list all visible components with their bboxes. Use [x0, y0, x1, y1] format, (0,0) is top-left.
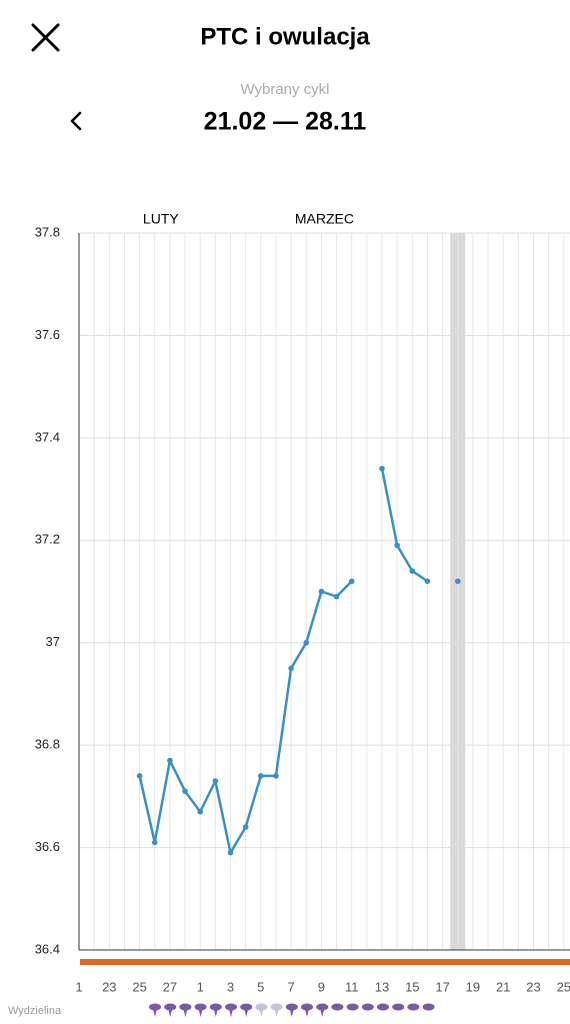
data-point	[303, 639, 310, 646]
back-button[interactable]	[70, 111, 82, 131]
page-title: PTC i owulacja	[200, 23, 370, 50]
y-tick-label: 37.8	[35, 224, 60, 239]
data-point	[424, 578, 431, 585]
discharge-icon	[183, 1009, 188, 1017]
discharge-icon	[244, 1009, 249, 1017]
discharge-icon	[255, 1003, 268, 1011]
close-button[interactable]	[31, 23, 60, 52]
discharge-icon	[407, 1003, 420, 1011]
x-tick-label: 17	[435, 979, 449, 994]
y-tick-label: 37.2	[35, 532, 60, 547]
y-tick-label: 37	[46, 634, 60, 649]
data-point	[288, 665, 294, 672]
data-point	[151, 839, 158, 846]
discharge-icon	[361, 1003, 374, 1011]
discharge-icon	[164, 1003, 177, 1011]
data-point	[273, 773, 279, 779]
x-tick-label: 11	[345, 979, 359, 994]
data-point	[242, 824, 249, 830]
discharge-icon	[392, 1003, 405, 1011]
data-point	[454, 578, 461, 585]
discharge-icon	[229, 1009, 233, 1017]
discharge-icon	[274, 1009, 279, 1017]
data-point	[212, 778, 219, 784]
data-point	[394, 542, 400, 549]
month-label: MARZEC	[295, 211, 354, 227]
cycle-range: 21.02 — 28.11	[204, 108, 367, 136]
discharge-icon	[422, 1003, 435, 1011]
discharge-icon	[305, 1009, 309, 1017]
discharge-icon	[149, 1003, 161, 1011]
data-point	[258, 773, 264, 779]
close-icon	[31, 23, 60, 52]
data-point	[136, 773, 143, 779]
x-tick-label: 5	[257, 979, 264, 994]
x-tick-label: 23	[526, 979, 540, 994]
x-tick-label: 3	[227, 979, 234, 994]
discharge-icon	[240, 1003, 253, 1011]
data-point	[379, 465, 385, 472]
data-point	[333, 593, 340, 600]
x-tick-label: 15	[405, 979, 419, 994]
x-tick-label: 25	[557, 979, 570, 994]
y-tick-label: 37.4	[35, 429, 60, 444]
data-point	[167, 757, 173, 764]
cycle-bar	[80, 959, 570, 965]
x-tick-label: 7	[287, 979, 294, 994]
discharge-icon	[225, 1003, 237, 1011]
data-point	[227, 849, 234, 856]
x-tick-label: 27	[163, 979, 177, 994]
x-tick-label: 1	[75, 979, 82, 994]
discharge-icon	[179, 1003, 192, 1011]
discharge-label: Wydzielina	[8, 1005, 62, 1017]
y-tick-label: 37.6	[35, 327, 60, 342]
discharge-icon	[289, 1009, 294, 1017]
discharge-icon	[153, 1009, 157, 1017]
x-tick-label: 1	[197, 979, 204, 994]
data-point	[348, 578, 355, 585]
y-tick-label: 36.6	[35, 839, 60, 854]
discharge-icon	[198, 1009, 203, 1017]
month-label: LUTY	[143, 211, 179, 227]
discharge-icon	[316, 1003, 329, 1011]
y-tick-label: 36.8	[35, 737, 60, 752]
discharge-icon	[301, 1003, 313, 1011]
data-point	[182, 788, 188, 795]
x-tick-label: 13	[375, 979, 389, 994]
discharge-icon	[213, 1009, 218, 1017]
x-tick-label: 25	[132, 979, 146, 994]
discharge-icon	[168, 1009, 173, 1017]
discharge-icon	[331, 1003, 344, 1011]
data-point	[318, 588, 325, 595]
discharge-icon	[346, 1003, 359, 1011]
discharge-icon	[270, 1003, 283, 1011]
chart: 1 23 25 27 1 3 5 7 9 11 13 15 17 19 21 23 2536.436.636.8…	[35, 211, 570, 994]
discharge-icon	[194, 1003, 207, 1011]
discharge-icon	[259, 1009, 264, 1017]
data-point	[197, 808, 203, 815]
cycle-caption: Wybrany cykl	[240, 81, 329, 98]
x-tick-label: 9	[318, 979, 325, 994]
x-tick-label: 23	[102, 979, 116, 994]
x-tick-label: 21	[496, 979, 510, 994]
discharge-icon	[285, 1003, 298, 1011]
data-point	[409, 568, 416, 574]
discharge-icon	[209, 1003, 222, 1011]
y-tick-label: 36.4	[35, 941, 60, 956]
discharge-icon	[320, 1009, 325, 1017]
x-tick-label: 19	[466, 979, 480, 994]
discharge-icon	[377, 1003, 389, 1011]
temperature-line	[380, 468, 429, 583]
